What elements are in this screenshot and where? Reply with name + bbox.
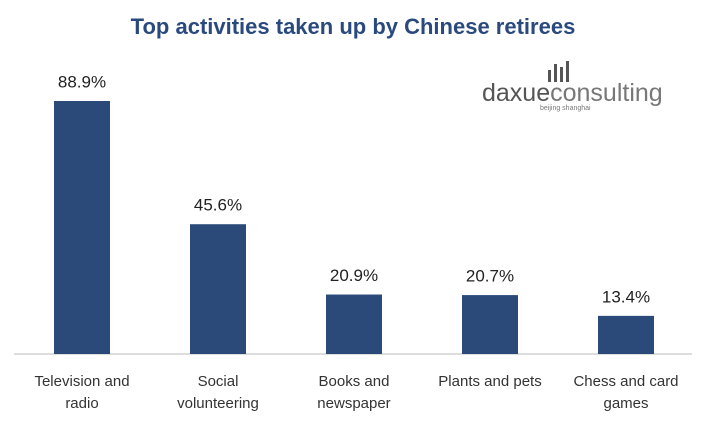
logo-bar	[566, 61, 569, 82]
x-tick-label: Television and radio	[34, 373, 130, 412]
logo-text: daxueconsulting	[482, 79, 663, 107]
logo-bar	[554, 64, 557, 82]
x-tick-label: Social volunteering	[177, 373, 259, 412]
x-tick-label: Chess and card games	[573, 373, 679, 412]
logo-brand: daxue	[482, 79, 550, 107]
bar	[54, 101, 110, 354]
bar	[190, 224, 246, 354]
bar	[462, 295, 518, 354]
value-label: 20.7%	[466, 267, 514, 286]
bar	[326, 294, 382, 354]
logo: daxueconsulting beijing shanghai	[482, 61, 663, 112]
x-tick-label: Plants and pets	[438, 373, 542, 390]
value-label: 45.6%	[194, 196, 242, 215]
chart-title: Top activities taken up by Chinese retir…	[131, 14, 576, 39]
logo-bar	[560, 67, 563, 82]
logo-tagline: beijing shanghai	[540, 105, 591, 112]
logo-bar	[548, 70, 551, 82]
value-label: 13.4%	[602, 287, 650, 306]
logo-name: consulting	[550, 79, 663, 107]
value-label: 88.9%	[58, 72, 106, 91]
bar	[598, 315, 654, 354]
value-label: 20.9%	[330, 266, 378, 285]
x-tick-label: Books and newspaper	[317, 373, 391, 412]
